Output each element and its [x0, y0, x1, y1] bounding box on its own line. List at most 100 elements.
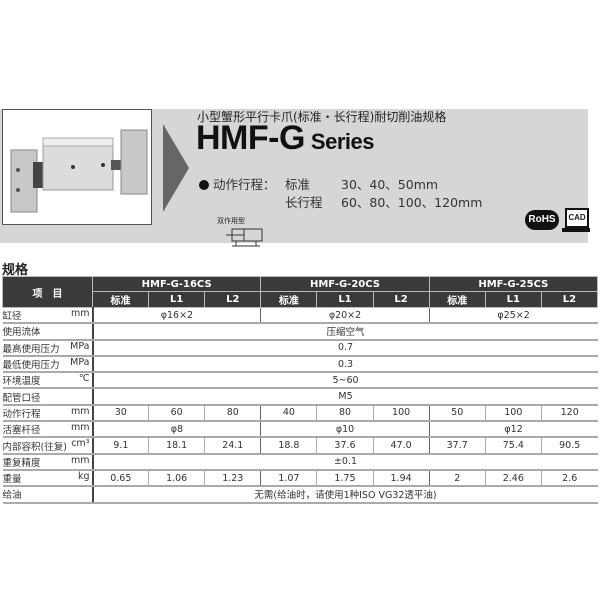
double-acting-cylinder-symbol-icon — [226, 228, 263, 247]
table-cell: 100 — [484, 404, 542, 423]
table-row: 内部容积(往复) cm³ 9.1 18.1 24.1 18.8 37.6 47.0 37.7 75… — [2, 437, 598, 455]
row-unit: kg — [77, 470, 90, 482]
item-header: 项 目 — [2, 276, 93, 308]
table-cell: 1.06 — [148, 469, 205, 488]
row-label-text: 动作行程 — [2, 408, 41, 420]
table-cell: 75.4 — [484, 437, 542, 455]
table-cell: 37.6 — [316, 437, 374, 455]
row-label: 给油 — [2, 486, 94, 504]
model-header: HMF-G-20CS — [260, 276, 430, 292]
row-unit: cm³ — [71, 438, 90, 450]
table-cell: 60 — [148, 404, 205, 423]
model-header: HMF-G-25CS — [428, 276, 599, 292]
table-row: 配管口径 M5 — [2, 388, 598, 406]
table-cell: 1.07 — [260, 469, 317, 488]
table-cell: 2.46 — [484, 469, 542, 488]
table-cell: 90.5 — [540, 437, 598, 455]
cad-icon-base — [562, 228, 590, 232]
variant-header: L1 — [148, 291, 206, 308]
table-cell: 0.3 — [92, 355, 598, 374]
table-cell: 100 — [372, 404, 430, 423]
table-cell: 0.65 — [91, 469, 149, 488]
row-unit: mm — [70, 308, 90, 319]
stroke-values: 60、80、100、120mm — [341, 195, 483, 210]
variant-header: L2 — [540, 291, 599, 308]
section-title: 规格 — [2, 263, 29, 278]
table-cell: 1.94 — [372, 469, 430, 488]
row-unit: mm — [70, 422, 90, 434]
table-cell: 50 — [428, 404, 486, 423]
stroke-type: 长行程 — [285, 195, 323, 210]
product-photo — [2, 109, 152, 225]
row-label: 重复精度 mm — [2, 453, 94, 471]
variant-header: L2 — [204, 291, 262, 308]
row-label-text: 重量 — [2, 474, 22, 486]
row-label-text: 环境温度 — [2, 376, 41, 388]
table-cell: 37.7 — [428, 437, 486, 455]
stroke-label: 动作行程： — [213, 177, 276, 192]
stroke-type: 标准 — [285, 177, 311, 192]
cad-icon[interactable]: CAD — [565, 208, 589, 228]
row-label-text: 最高使用压力 — [2, 343, 60, 355]
row-label-text: 重复精度 — [2, 457, 41, 469]
row-label: 重量 kg — [2, 469, 94, 488]
actuation-type: 双作用型 — [217, 217, 245, 225]
row-label: 最低使用压力 MPa — [2, 355, 94, 374]
product-title: HMF-G Series — [196, 119, 374, 158]
table-cell: ±0.1 — [92, 453, 598, 471]
row-label-text: 使用流体 — [2, 327, 41, 339]
table-cell: 18.1 — [148, 437, 205, 455]
row-label-text: 内部容积(往复) — [2, 441, 67, 453]
row-label: 环境温度 ℃ — [2, 372, 94, 390]
table-cell: M5 — [92, 388, 598, 406]
table-cell: φ20×2 — [260, 307, 430, 325]
stroke-info: 动作行程： 标准 30、40、50mm 长行程 60、80、100、120mm — [199, 176, 482, 212]
table-row: 重复精度 mm ±0.1 — [2, 453, 598, 471]
table-row: 缸径 mm φ16×2 φ20×2 φ25×2 — [2, 307, 598, 325]
table-cell: 9.1 — [91, 437, 149, 455]
table-cell: 80 — [204, 404, 261, 423]
table-cell: φ8 — [91, 421, 261, 439]
table-row: 动作行程 mm 30 60 80 40 80 100 50 100 120 — [2, 404, 598, 423]
rohs-badge: RoHS — [525, 210, 559, 230]
table-cell: φ25×2 — [428, 307, 598, 325]
bullet-icon — [199, 180, 209, 190]
table-row: 最低使用压力 MPa 0.3 — [2, 355, 598, 374]
table-cell: φ10 — [260, 421, 430, 439]
row-label: 配管口径 — [2, 388, 94, 406]
table-cell: 0.7 — [92, 339, 598, 357]
table-row: 使用流体 压缩空气 — [2, 323, 598, 341]
table-cell: 47.0 — [372, 437, 430, 455]
series-label: Series — [310, 129, 375, 154]
table-cell: 压缩空气 — [92, 323, 598, 341]
row-unit: MPa — [70, 340, 90, 352]
arrow-icon — [163, 124, 189, 212]
variant-header: L1 — [484, 291, 542, 308]
stroke-values: 30、40、50mm — [341, 177, 439, 192]
table-row: 给油 无需(给油时，请使用1种ISO VG32透平油) — [2, 486, 598, 504]
row-label: 活塞杆径 mm — [2, 421, 94, 439]
row-label: 动作行程 mm — [2, 404, 94, 423]
row-label-text: 缸径 — [2, 311, 22, 323]
table-cell: 2 — [428, 469, 486, 488]
table-cell: 120 — [540, 404, 598, 423]
table-row: 活塞杆径 mm φ8 φ10 φ12 — [2, 421, 598, 439]
table-cell: 无需(给油时，请使用1种ISO VG32透平油) — [92, 486, 598, 504]
table-row: 最高使用压力 MPa 0.7 — [2, 339, 598, 357]
table-cell: φ16×2 — [91, 307, 261, 325]
row-label-text: 最低使用压力 — [2, 360, 60, 372]
variant-header: 标准 — [428, 291, 486, 308]
row-label-text: 配管口径 — [2, 392, 41, 404]
table-row: 环境温度 ℃ 5~60 — [2, 372, 598, 390]
table-cell: 2.6 — [540, 469, 598, 488]
variant-header: L2 — [372, 291, 430, 308]
table-cell: 5~60 — [92, 372, 598, 390]
row-label: 最高使用压力 MPa — [2, 339, 94, 357]
row-label: 使用流体 — [2, 323, 94, 341]
variant-header: L1 — [316, 291, 374, 308]
model-name: HMF-G — [196, 119, 305, 157]
table-cell: 1.75 — [316, 469, 374, 488]
table-cell: 40 — [260, 404, 317, 423]
row-unit: mm — [70, 454, 90, 466]
table-cell: 1.23 — [204, 469, 261, 488]
